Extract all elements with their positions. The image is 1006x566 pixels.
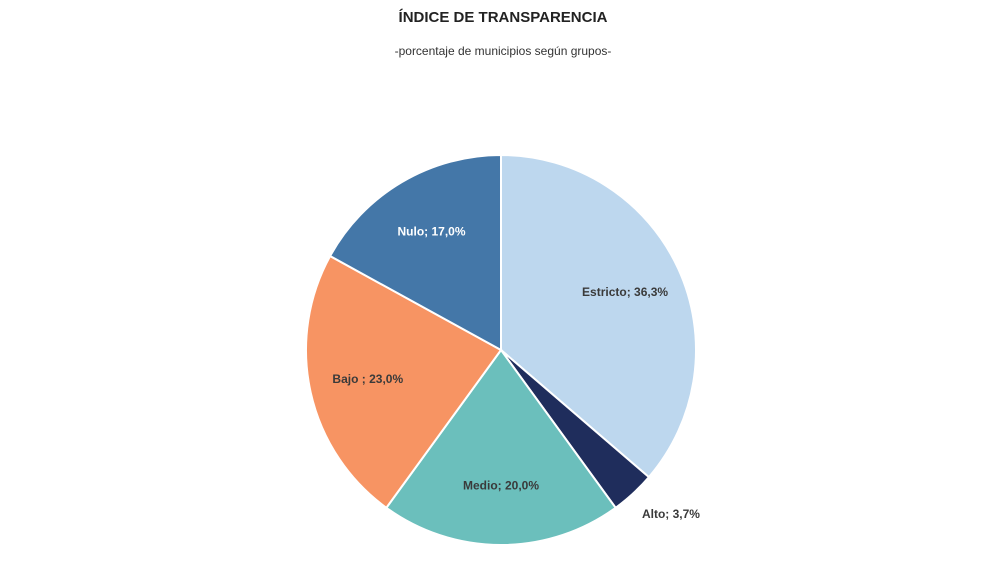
pie-slice: [500, 153, 697, 479]
data-label: Alto; 3,7%: [642, 507, 700, 521]
pie-slice: [384, 348, 618, 546]
data-label: Estricto; 36,3%: [582, 285, 668, 299]
data-label: Bajo ; 23,0%: [332, 372, 403, 386]
data-label: Medio; 20,0%: [463, 479, 539, 493]
pie-slice: [305, 254, 503, 510]
chart-title: ÍNDICE DE TRANSPARENCIA: [399, 9, 608, 26]
data-label: Nulo; 17,0%: [398, 225, 466, 239]
chart-subtitle: -porcentaje de municipios según grupos-: [395, 44, 612, 58]
pie-slice: [328, 153, 502, 352]
